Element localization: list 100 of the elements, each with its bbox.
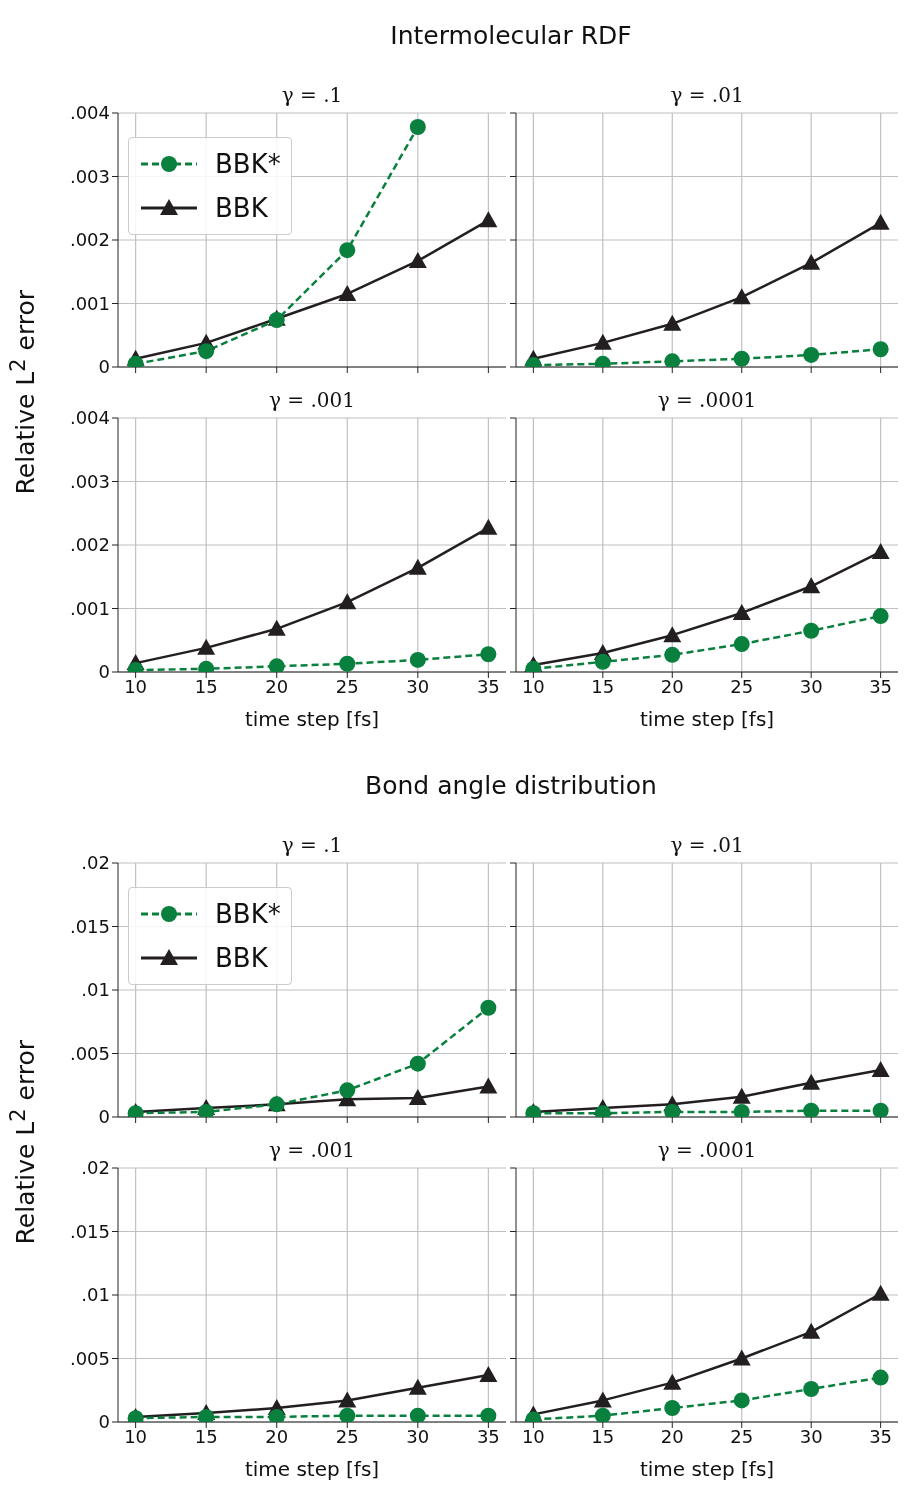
y-tick-label: .005 bbox=[69, 1347, 110, 1369]
y-tick-label: .004 bbox=[69, 407, 110, 429]
point bbox=[409, 1407, 426, 1422]
x-tick-label: 20 bbox=[265, 1425, 289, 1447]
chart-title: γ = .001 bbox=[268, 388, 356, 414]
x-tick-label: 10 bbox=[124, 1425, 148, 1447]
point bbox=[479, 211, 498, 228]
x-tick-label: 25 bbox=[335, 1425, 359, 1447]
point bbox=[408, 558, 427, 575]
legend-label: BBK bbox=[215, 943, 268, 973]
point bbox=[198, 1103, 215, 1117]
text: Intermolecular RDF bbox=[389, 21, 633, 50]
y-tick-label: 0 bbox=[98, 1411, 110, 1433]
x-tick-label: 15 bbox=[194, 675, 218, 697]
point bbox=[732, 1087, 751, 1104]
x-tick-label: 35 bbox=[869, 1425, 893, 1447]
point bbox=[479, 1366, 498, 1383]
point bbox=[732, 603, 751, 620]
x-tick-label: 10 bbox=[521, 1425, 545, 1447]
y-tick-label: .02 bbox=[81, 1157, 110, 1179]
y-tick-label: .002 bbox=[69, 534, 110, 556]
point bbox=[803, 346, 820, 363]
point bbox=[594, 653, 611, 670]
point bbox=[409, 651, 426, 668]
y-tick-label: .002 bbox=[69, 229, 110, 251]
point bbox=[338, 1391, 357, 1408]
legend-label: BBK bbox=[215, 193, 268, 223]
point bbox=[733, 1392, 750, 1409]
point bbox=[871, 213, 890, 230]
x-tick-label: 35 bbox=[476, 1425, 500, 1447]
x-tick-label: 20 bbox=[265, 675, 289, 697]
point bbox=[871, 1061, 890, 1078]
point bbox=[408, 1088, 427, 1105]
y-tick-label: .02 bbox=[81, 852, 110, 874]
x-tick-label: 30 bbox=[799, 1425, 823, 1447]
point bbox=[871, 1284, 890, 1301]
point bbox=[802, 1073, 821, 1090]
point bbox=[663, 1373, 682, 1390]
x-tick-label: 10 bbox=[124, 675, 148, 697]
x-tick-label: 20 bbox=[660, 675, 684, 697]
legend-label: BBK* bbox=[215, 899, 281, 929]
x-tick-label: 35 bbox=[476, 675, 500, 697]
point bbox=[803, 1380, 820, 1397]
point bbox=[409, 1055, 426, 1072]
point bbox=[338, 284, 357, 301]
x-tick-label: 15 bbox=[591, 1425, 615, 1447]
y-tick-label: 0 bbox=[98, 661, 110, 683]
point bbox=[479, 1077, 498, 1094]
point bbox=[480, 646, 497, 663]
x-tick-label: 30 bbox=[406, 1425, 430, 1447]
y-tick-label: .003 bbox=[69, 165, 110, 187]
point bbox=[593, 1391, 612, 1408]
y-tick-label: .001 bbox=[69, 597, 110, 619]
point bbox=[267, 619, 286, 636]
legend-label: BBK* bbox=[215, 149, 281, 179]
point bbox=[733, 350, 750, 367]
x-axis-title: time step [fs] bbox=[639, 707, 775, 731]
point bbox=[872, 341, 889, 358]
x-tick-label: 10 bbox=[521, 675, 545, 697]
point bbox=[664, 646, 681, 663]
chart-title: γ = .1 bbox=[280, 833, 344, 859]
point bbox=[339, 1082, 356, 1099]
x-tick-label: 25 bbox=[730, 675, 754, 697]
point bbox=[871, 542, 890, 559]
text: Bond angle distribution bbox=[364, 771, 658, 800]
chart-title: γ = .1 bbox=[280, 83, 344, 109]
point bbox=[733, 1103, 750, 1117]
point bbox=[197, 638, 216, 655]
y-tick-label: .015 bbox=[69, 1220, 110, 1242]
x-tick-label: 25 bbox=[730, 1425, 754, 1447]
point bbox=[268, 1408, 285, 1422]
point bbox=[480, 999, 497, 1016]
x-axis-title: time step [fs] bbox=[244, 707, 380, 731]
x-tick-label: 35 bbox=[869, 675, 893, 697]
point bbox=[408, 1378, 427, 1395]
chart-title: γ = .001 bbox=[268, 1138, 356, 1164]
point bbox=[802, 577, 821, 594]
x-tick-label: 15 bbox=[591, 675, 615, 697]
point bbox=[732, 1349, 751, 1366]
x-axis-title: time step [fs] bbox=[639, 1457, 775, 1481]
chart-title: γ = .01 bbox=[669, 833, 745, 859]
point bbox=[409, 118, 426, 135]
point bbox=[663, 314, 682, 331]
chart-title: γ = .0001 bbox=[656, 388, 758, 414]
point bbox=[408, 251, 427, 268]
point bbox=[663, 626, 682, 643]
point bbox=[339, 242, 356, 259]
y-tick-label: .001 bbox=[69, 292, 110, 314]
point bbox=[802, 253, 821, 270]
x-tick-label: 15 bbox=[194, 1425, 218, 1447]
point bbox=[268, 658, 285, 672]
point bbox=[872, 1102, 889, 1117]
chart-title: γ = .01 bbox=[669, 83, 745, 109]
point bbox=[664, 353, 681, 367]
point bbox=[872, 608, 889, 625]
point bbox=[594, 1407, 611, 1422]
point bbox=[803, 1102, 820, 1117]
x-tick-label: 25 bbox=[335, 675, 359, 697]
point bbox=[872, 1369, 889, 1386]
x-tick-label: 30 bbox=[799, 675, 823, 697]
